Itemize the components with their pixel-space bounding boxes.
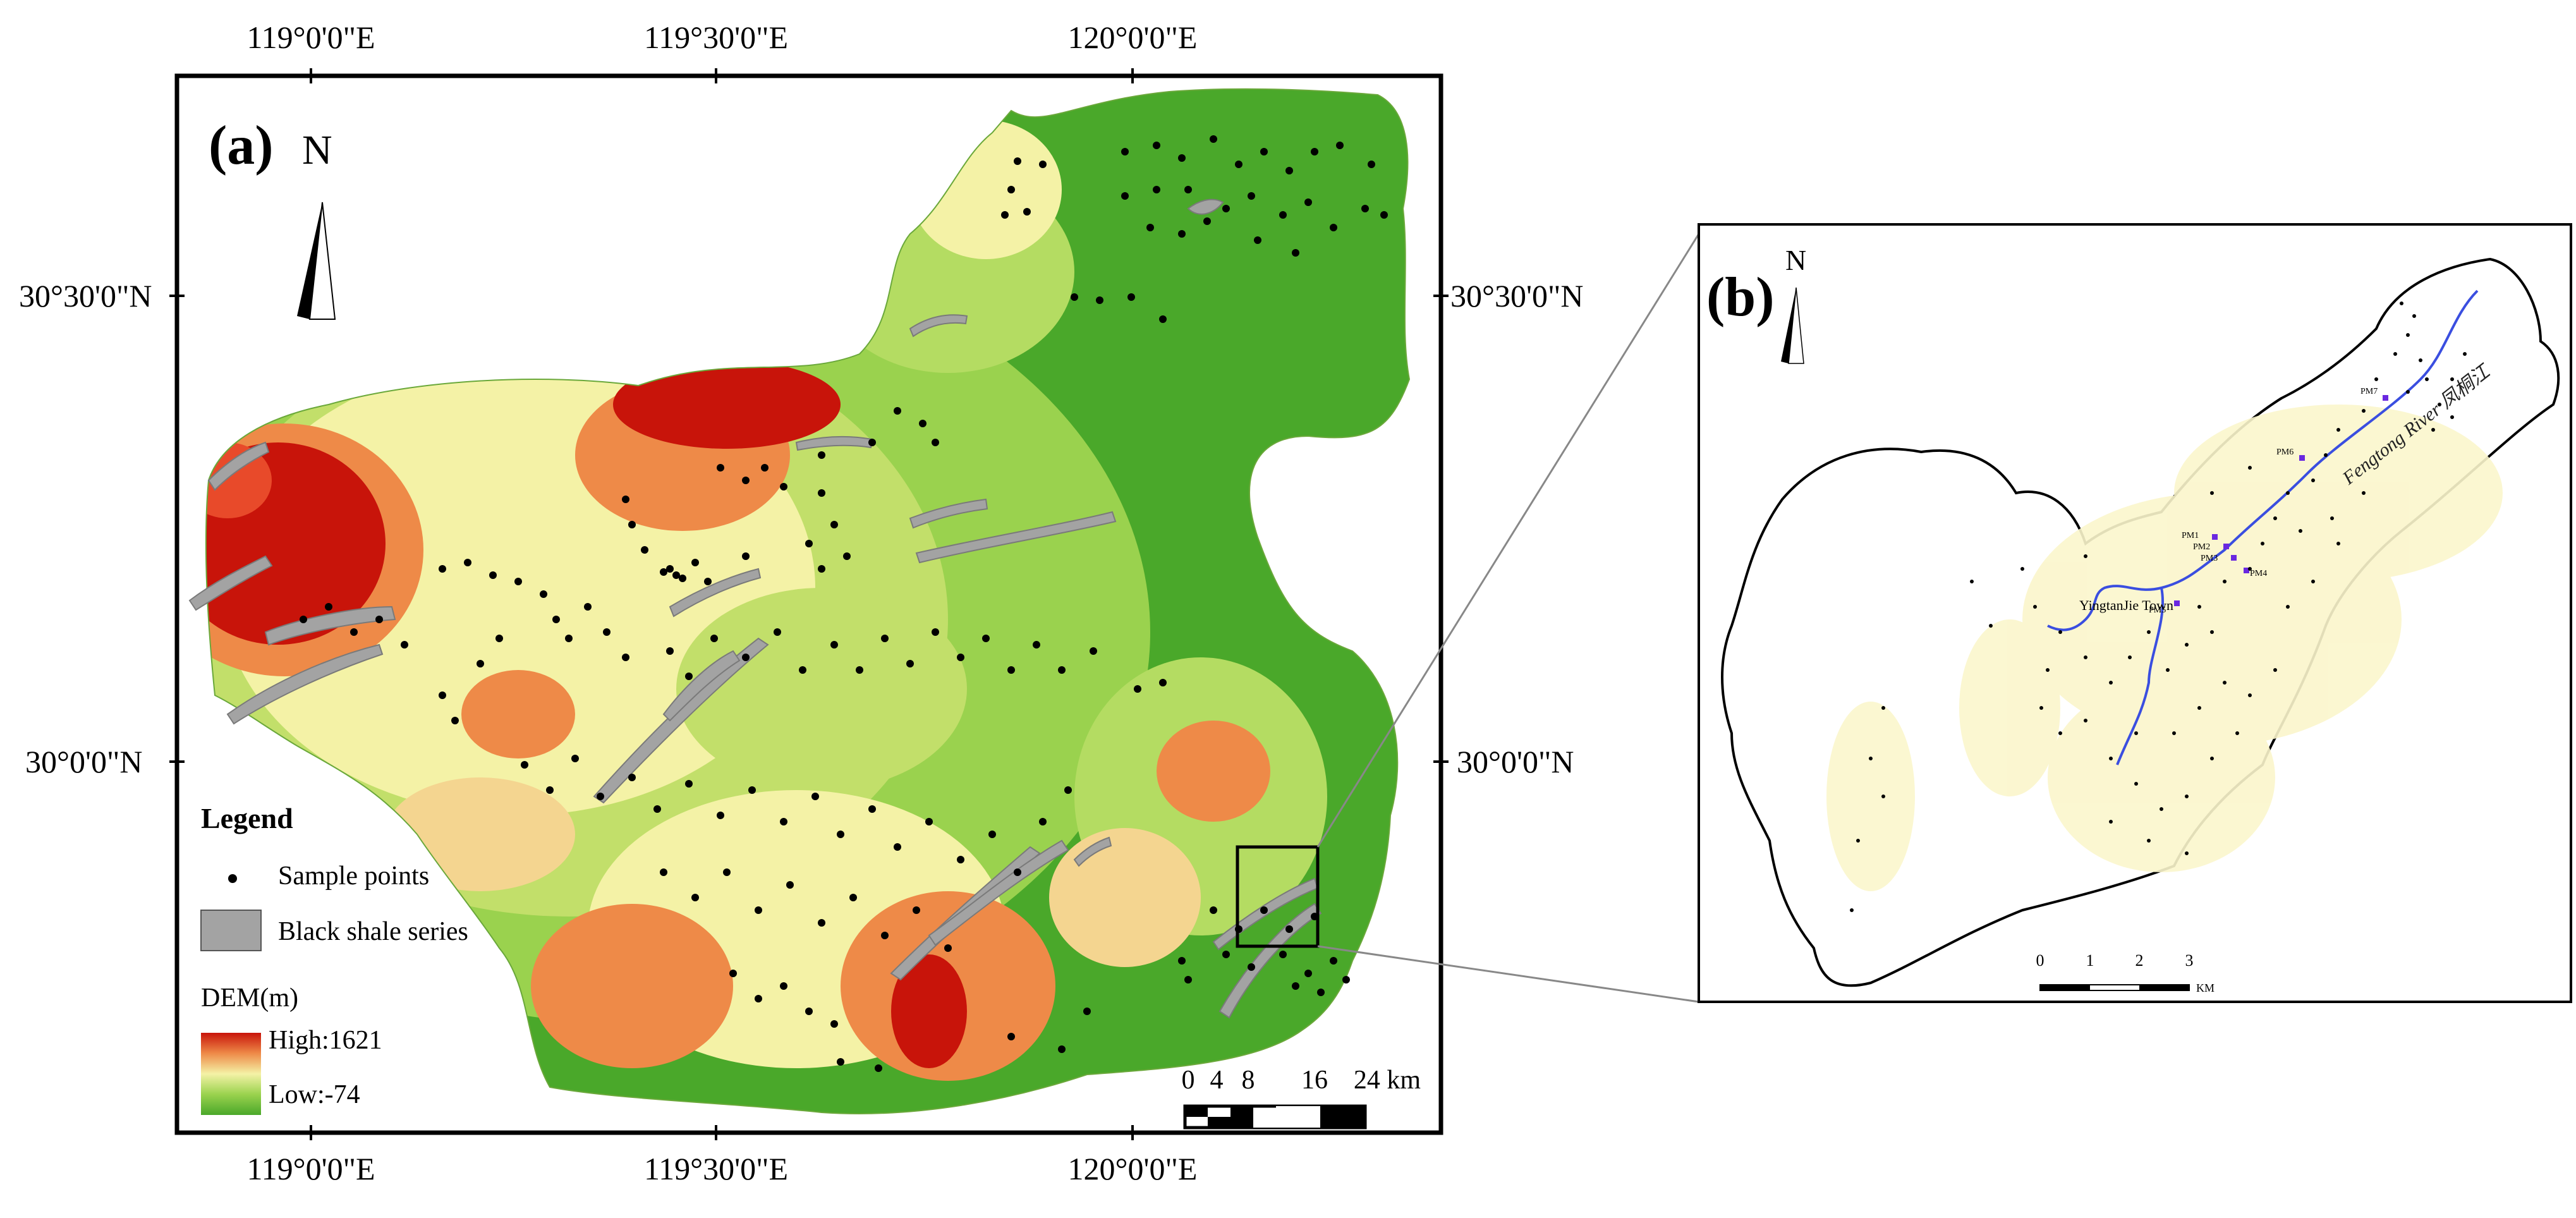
lat-label-right-1: 30°30'0"N [1450,278,1584,314]
panel-b-label: (b) [1706,267,1775,328]
legend-black-shale: Black shale series [278,917,468,946]
north-arrow-a-left [297,202,322,319]
graticule-ticks [169,68,1449,1140]
profile-label-3: PM1 [2182,531,2199,540]
lon-label-bottom-3: 120°0'0"E [1067,1151,1198,1186]
lon-label-bottom-1: 119°0'0"E [246,1151,375,1186]
legend-dem-title: DEM(m) [201,984,298,1013]
scale-bar-a [1183,1104,1367,1130]
black-shale-series [188,198,1322,1019]
scale-b-0: 0 [2036,951,2044,970]
sample-points-a [300,135,1388,1072]
dem-color-ramp [201,1033,261,1115]
profile-label-5: PM3 [2201,554,2218,563]
inset-locator-box [1236,845,1320,948]
legend-shale-swatch [200,910,262,951]
panel-a-label: (a) [209,115,274,176]
study-area-boundary [205,88,1411,1114]
profile-label-6: PM4 [2250,569,2268,578]
north-arrow-b-right [1788,287,1804,364]
scale-b-1: 1 [2086,951,2094,970]
lat-label-left-1: 30°30'0"N [19,278,152,314]
scale-b-unit: KM [2196,982,2215,994]
profile-label-4: PM2 [2193,542,2211,552]
profile-label-2: PM6 [2276,448,2294,457]
lon-label-bottom-2: 119°30'0"E [643,1151,789,1186]
profile-label-1: PM7 [2360,387,2378,396]
scale-label-8: 8 [1241,1066,1255,1095]
land-shading-b [1826,405,2503,891]
scale-bar-b [2039,984,2190,991]
lat-label-left-2: 30°0'0"N [25,744,143,779]
lon-label-top-1: 119°0'0"E [246,20,375,55]
lon-label-top-3: 120°0'0"E [1067,20,1198,55]
scale-label-0: 0 [1181,1066,1195,1095]
legend-dem-high: High:1621 [269,1026,382,1055]
scale-b-2: 2 [2135,951,2144,970]
sample-points-b [1850,301,2467,912]
lon-label-top-2: 119°30'0"E [643,20,789,55]
profile-label-7: PM5 [2149,606,2166,615]
scale-label-24: 24 km [1353,1066,1421,1095]
connector-bottom [1317,945,1699,1003]
legend-dem-low: Low:-74 [269,1080,360,1109]
scale-label-16: 16 [1301,1066,1328,1095]
legend-sample-points: Sample points [278,862,430,891]
town-label: YingtanJie Town [2079,597,2173,613]
lat-label-right-2: 30°0'0"N [1457,744,1574,779]
profile-markers [2174,395,2388,606]
river-line [2047,289,2479,765]
legend-point-symbol [228,874,237,883]
north-arrow-b-left [1781,288,1796,363]
scale-label-4: 4 [1210,1066,1224,1095]
scale-b-3: 3 [2185,951,2194,970]
legend-title: Legend [201,802,293,834]
connector-top [1316,233,1700,848]
north-label-a: N [302,127,332,173]
north-arrow-a-right [308,202,336,320]
north-label-b: N [1785,244,1807,276]
